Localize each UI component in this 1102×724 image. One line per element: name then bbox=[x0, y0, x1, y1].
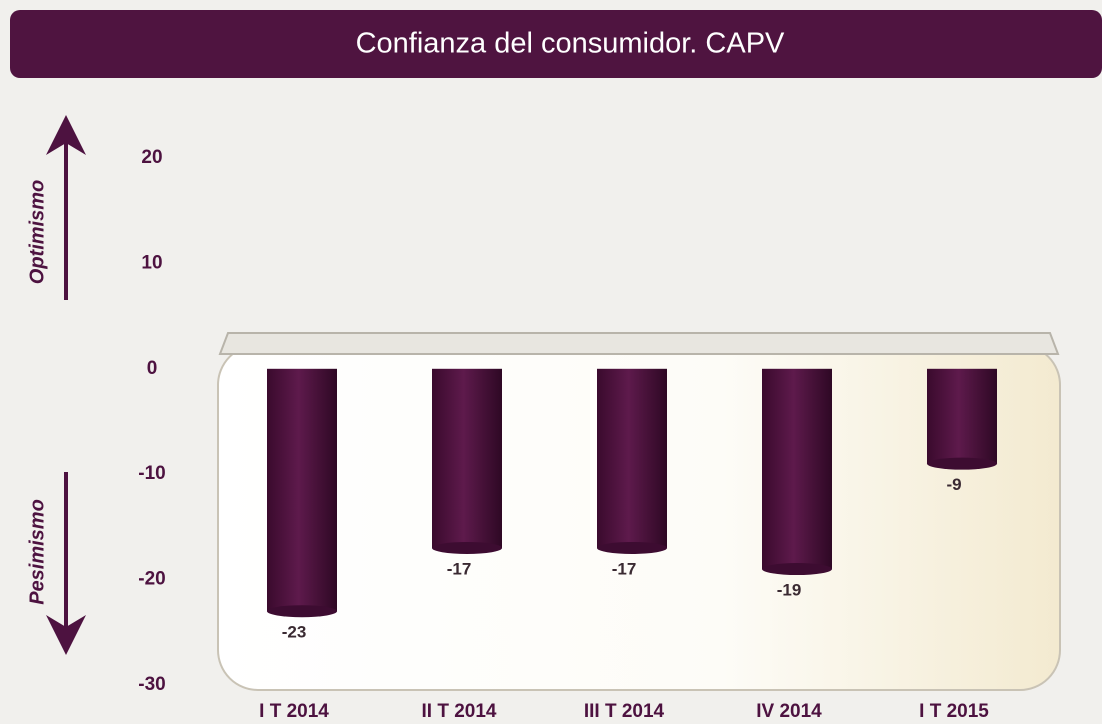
annotation: Pesimismo bbox=[26, 499, 48, 605]
bar bbox=[927, 368, 997, 464]
bar-cap bbox=[597, 541, 667, 554]
value-label: -17 bbox=[612, 559, 637, 578]
y-tick-label: 0 bbox=[147, 358, 158, 379]
x-tick-label: I T 2015 bbox=[919, 701, 989, 722]
x-tick-label: I T 2014 bbox=[259, 701, 329, 722]
bar-cap bbox=[267, 605, 337, 618]
x-tick-label: II T 2014 bbox=[422, 701, 497, 722]
y-tick-label: -10 bbox=[138, 463, 165, 484]
bar-cap bbox=[432, 541, 502, 554]
plot-lid bbox=[218, 332, 1060, 355]
y-tick-label: 20 bbox=[141, 147, 162, 168]
bar bbox=[267, 368, 337, 612]
value-label: -23 bbox=[282, 623, 307, 642]
bar bbox=[597, 368, 667, 548]
bar bbox=[762, 368, 832, 570]
value-label: -19 bbox=[777, 581, 802, 600]
value-label: -9 bbox=[946, 475, 961, 494]
annotation: Optimismo bbox=[26, 180, 48, 284]
chart-title: Confianza del consumidor. CAPV bbox=[356, 28, 785, 60]
y-tick-label: -30 bbox=[138, 674, 165, 695]
title-banner bbox=[10, 10, 1102, 78]
bar-cap bbox=[762, 563, 832, 576]
x-tick-label: III T 2014 bbox=[584, 701, 665, 722]
value-label: -17 bbox=[447, 559, 472, 578]
x-tick-label: IV 2014 bbox=[756, 701, 822, 722]
y-tick-label: 10 bbox=[141, 252, 162, 273]
bar-cap bbox=[927, 457, 997, 470]
y-tick-label: -20 bbox=[138, 569, 165, 590]
bar bbox=[432, 368, 502, 548]
